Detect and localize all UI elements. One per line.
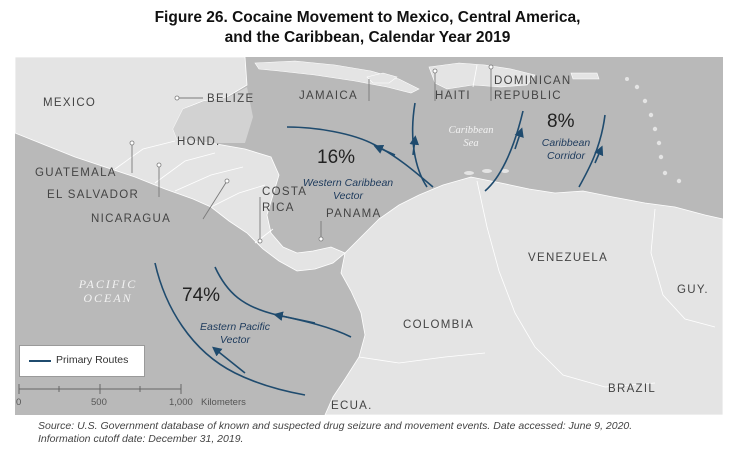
label-pacific-ocean-line-2: OCEAN bbox=[83, 291, 133, 305]
route-eastern-pacific-arrow-1 bbox=[273, 311, 316, 324]
source-note: Source: U.S. Government database of know… bbox=[38, 420, 728, 446]
route-caribbean-corridor-name-line-2: Corridor bbox=[547, 150, 585, 162]
south-america-landmass bbox=[324, 176, 723, 415]
figure-title-line-1: Figure 26. Cocaine Movement to Mexico, C… bbox=[154, 9, 581, 26]
label-nicaragua: NICARAGUA bbox=[91, 213, 172, 225]
label-points bbox=[129, 64, 494, 244]
legend-route-swatch bbox=[29, 360, 51, 362]
figure-title: Figure 26. Cocaine Movement to Mexico, C… bbox=[0, 8, 735, 48]
route-caribbean-corridor-2 bbox=[578, 114, 606, 188]
label-honduras: HOND. bbox=[177, 136, 221, 148]
jamaica-island bbox=[366, 72, 398, 84]
route-caribbean-corridor-arrow-2 bbox=[594, 145, 604, 164]
label-mexico: MEXICO bbox=[43, 97, 97, 109]
legend-label: Primary Routes bbox=[56, 354, 129, 366]
haiti-dr-border bbox=[472, 64, 478, 88]
label-dominican-republic-line-1: DOMINICAN bbox=[494, 75, 572, 87]
route-eastern-pacific-south bbox=[154, 262, 306, 396]
route-caribbean-corridor-name: Caribbean Corridor bbox=[531, 137, 601, 163]
route-eastern-pacific-percent: 74% bbox=[182, 285, 221, 306]
route-eastern-pacific-name-line-1: Eastern Pacific bbox=[199, 321, 271, 333]
map: MEXICO BELIZE JAMAICA HAITI DOMINICAN RE… bbox=[15, 57, 723, 415]
source-note-line-1: Source: U.S. Government database of know… bbox=[38, 420, 633, 432]
label-ecuador: ECUA. bbox=[331, 400, 373, 412]
label-haiti: HAITI bbox=[435, 90, 471, 102]
label-guyana: GUY. bbox=[677, 284, 709, 296]
label-brazil: BRAZIL bbox=[608, 383, 657, 395]
figure-title-line-2: and the Caribbean, Calendar Year 2019 bbox=[224, 29, 511, 46]
source-note-line-2: Information cutoff date: December 31, 20… bbox=[38, 433, 244, 445]
central-america-borders bbox=[114, 140, 274, 244]
label-caribbean-sea-line-2: Sea bbox=[463, 138, 479, 149]
route-caribbean-corridor-1 bbox=[484, 110, 524, 192]
label-caribbean-sea: Caribbean Sea bbox=[431, 124, 511, 150]
yucatan-shelf bbox=[173, 87, 253, 143]
puerto-rico-island bbox=[570, 72, 600, 80]
label-panama: PANAMA bbox=[326, 208, 382, 220]
cuba-island bbox=[254, 60, 420, 94]
central-america-landmass bbox=[15, 57, 346, 272]
map-canvas bbox=[15, 57, 723, 415]
abc-islands bbox=[464, 169, 509, 175]
label-pacific-ocean-line-1: PACIFIC bbox=[78, 277, 138, 291]
label-el-salvador: EL SALVADOR bbox=[47, 189, 140, 201]
route-western-caribbean-name: Western Caribbean Vector bbox=[293, 177, 403, 203]
label-dominican-republic-line-2: REPUBLIC bbox=[494, 90, 562, 102]
label-colombia: COLOMBIA bbox=[403, 319, 475, 331]
map-legend: Primary Routes bbox=[19, 345, 145, 377]
label-jamaica: JAMAICA bbox=[299, 90, 358, 102]
route-eastern-pacific-arrow-2 bbox=[212, 346, 246, 374]
route-caribbean-corridor-name-line-1: Caribbean bbox=[541, 137, 591, 149]
route-eastern-pacific-name: Eastern Pacific Vector bbox=[185, 321, 285, 347]
route-western-caribbean-arrow-2 bbox=[409, 135, 420, 156]
south-america-borders bbox=[358, 180, 716, 388]
route-western-caribbean-2 bbox=[411, 102, 428, 188]
label-leader-lines bbox=[131, 67, 492, 241]
route-eastern-pacific-name-line-2: Vector bbox=[220, 334, 250, 346]
scale-tick-500: 500 bbox=[91, 397, 107, 408]
label-pacific-ocean: PACIFIC OCEAN bbox=[63, 277, 153, 305]
lesser-antilles bbox=[625, 77, 682, 184]
hispaniola-island bbox=[428, 62, 536, 90]
label-belize: BELIZE bbox=[207, 93, 255, 105]
scale-tick-1000: 1,000 bbox=[169, 397, 193, 408]
scale-tick-0: 0 bbox=[16, 397, 22, 408]
scale-bar bbox=[18, 384, 182, 394]
route-caribbean-corridor-percent: 8% bbox=[547, 111, 575, 132]
label-venezuela: VENEZUELA bbox=[528, 252, 609, 264]
label-guatemala: GUATEMALA bbox=[35, 167, 117, 179]
scale-unit: Kilometers bbox=[201, 397, 246, 408]
label-caribbean-sea-line-1: Caribbean bbox=[448, 125, 494, 136]
label-costa-rica-line-2: RICA bbox=[262, 202, 295, 214]
route-caribbean-corridor-arrow-1 bbox=[514, 127, 524, 150]
route-western-caribbean-name-line-2: Vector bbox=[333, 190, 363, 202]
route-western-caribbean-name-line-1: Western Caribbean bbox=[302, 177, 394, 189]
route-western-caribbean-percent: 16% bbox=[317, 147, 356, 168]
label-costa-rica-line-1: COSTA bbox=[262, 186, 308, 198]
route-western-caribbean-arrow-1 bbox=[373, 144, 396, 156]
